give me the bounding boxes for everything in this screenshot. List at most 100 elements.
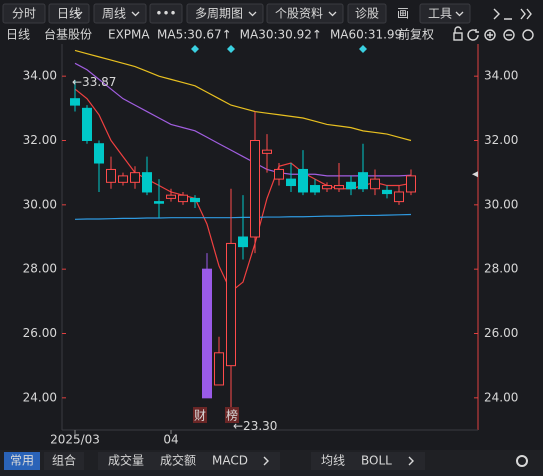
toolbar-button[interactable] — [93, 3, 147, 24]
group-tab[interactable] — [44, 452, 84, 470]
toolbar-label[interactable]: 工具 — [428, 7, 452, 21]
candle-body — [310, 185, 320, 193]
candle-body — [118, 175, 128, 183]
toolbar: 分时 日线 周线 ••• 多周期图 个股资料 诊股 画 工具 — [2, 3, 532, 24]
period: 日线 — [6, 28, 30, 42]
toolbar-label[interactable]: 周线 — [102, 7, 126, 21]
candle-body — [142, 172, 152, 193]
chevron — [74, 11, 83, 17]
group-tab[interactable] — [4, 452, 40, 470]
chevron-right — [408, 456, 414, 466]
toolbar-label[interactable]: ••• — [155, 7, 176, 21]
overlay-tab[interactable]: 均线 — [321, 454, 345, 468]
adjust: 前复权 — [398, 27, 434, 42]
candle-body — [202, 268, 212, 399]
settings-icon[interactable] — [516, 455, 528, 467]
legend-entry: MA60:31.99 — [330, 28, 402, 42]
event-diamonds — [191, 45, 367, 53]
indicator-tab[interactable]: 成交量 — [108, 453, 144, 468]
low-annotation: ←23.30 — [233, 419, 277, 433]
toolbar-button[interactable] — [186, 3, 264, 24]
candle-body — [358, 172, 368, 190]
y2-tick-label: 26.00 — [484, 326, 518, 340]
chevron-right — [263, 456, 269, 466]
candle-body — [370, 178, 380, 190]
candle-body — [226, 242, 236, 367]
candle-body — [274, 168, 284, 180]
indicator: EXPMA — [108, 28, 150, 42]
candle-body — [130, 172, 140, 183]
x-tick-label: 04 — [163, 433, 178, 447]
y-tick-label: 32.00 — [23, 133, 57, 147]
toolbar-label[interactable]: 分时 — [12, 7, 36, 21]
chevron — [455, 11, 464, 17]
event-label[interactable]: 财 — [194, 409, 206, 423]
stock-name: 台基股份 — [44, 27, 92, 42]
candle-body — [406, 175, 416, 193]
y-tick-label: 34.00 — [23, 69, 57, 83]
legend: MA5:30.67↑ MA30:30.92↑ MA60:31.99 — [157, 28, 402, 42]
y-tick-label: 24.00 — [23, 390, 57, 404]
event-badge[interactable] — [193, 407, 207, 423]
toolbar-label[interactable]: 个股资料 — [275, 7, 323, 21]
candle-body — [178, 194, 188, 203]
toolbar-label[interactable]: 诊股 — [355, 7, 379, 21]
bottom-bar: 常用 组合 成交量 成交额 MACD 均线 BOLL — [0, 450, 543, 476]
chevron — [328, 11, 337, 17]
toolbar-label[interactable]: 画 — [397, 7, 409, 21]
candle-body — [94, 143, 104, 164]
event-label[interactable]: 榜 — [226, 408, 238, 423]
group-label[interactable]: 组合 — [52, 453, 76, 468]
candle-body — [154, 201, 164, 204]
candle-body — [382, 189, 392, 195]
y2-tick-label: 32.00 — [484, 133, 518, 147]
indicator-tab[interactable]: 成交额 — [160, 453, 196, 468]
price-marker — [472, 171, 478, 178]
candle-body — [298, 168, 308, 193]
candle-body — [238, 236, 248, 248]
chevron — [248, 11, 257, 17]
y2-tick-label: 24.00 — [484, 390, 518, 404]
ind-group — [98, 452, 280, 470]
candle-body — [70, 98, 80, 106]
chevron — [131, 11, 140, 17]
plot: 24.00 24.00 26.00 26.00 28.00 28.00 30.00 30.00… — [23, 44, 518, 447]
y-tick-label: 30.00 — [23, 197, 57, 211]
candle-body — [214, 352, 224, 386]
candle-body — [394, 191, 404, 203]
toolbar-button[interactable] — [2, 3, 46, 24]
event-badge[interactable] — [225, 407, 239, 423]
toolbar-button[interactable] — [149, 3, 183, 24]
y2-tick-label: 28.00 — [484, 262, 518, 276]
candle-body — [106, 168, 116, 183]
y2-tick-label: 30.00 — [484, 197, 518, 211]
toolbar-button[interactable] — [266, 3, 344, 24]
indicator-tab[interactable]: MACD — [212, 454, 248, 468]
toolbar-button[interactable] — [48, 3, 90, 24]
overlay-group — [311, 452, 425, 470]
candle-body — [166, 194, 176, 199]
legend-entry: MA30:30.92↑ — [240, 28, 322, 42]
candle-body — [322, 185, 332, 190]
y2-tick-label: 34.00 — [484, 69, 518, 83]
toolbar-button[interactable] — [347, 3, 387, 24]
overlay-tab[interactable]: BOLL — [361, 454, 392, 468]
candle-body — [250, 140, 260, 238]
x-tick-label: 2025/03 — [50, 433, 100, 447]
group-label[interactable]: 常用 — [10, 454, 34, 468]
toolbar-label[interactable]: 日线 — [57, 7, 81, 21]
candle-body — [82, 107, 92, 142]
icon-collapse — [493, 8, 512, 20]
toolbar-button[interactable] — [419, 3, 471, 24]
candle-body — [334, 185, 344, 190]
icon-more — [520, 8, 532, 20]
candle-body — [262, 149, 272, 154]
candle-body — [346, 181, 356, 190]
toolbar-label[interactable]: 多周期图 — [195, 7, 243, 21]
high-annotation: ←33.87 — [72, 75, 116, 89]
ma-line — [74, 62, 412, 177]
y-tick-label: 28.00 — [23, 262, 57, 276]
